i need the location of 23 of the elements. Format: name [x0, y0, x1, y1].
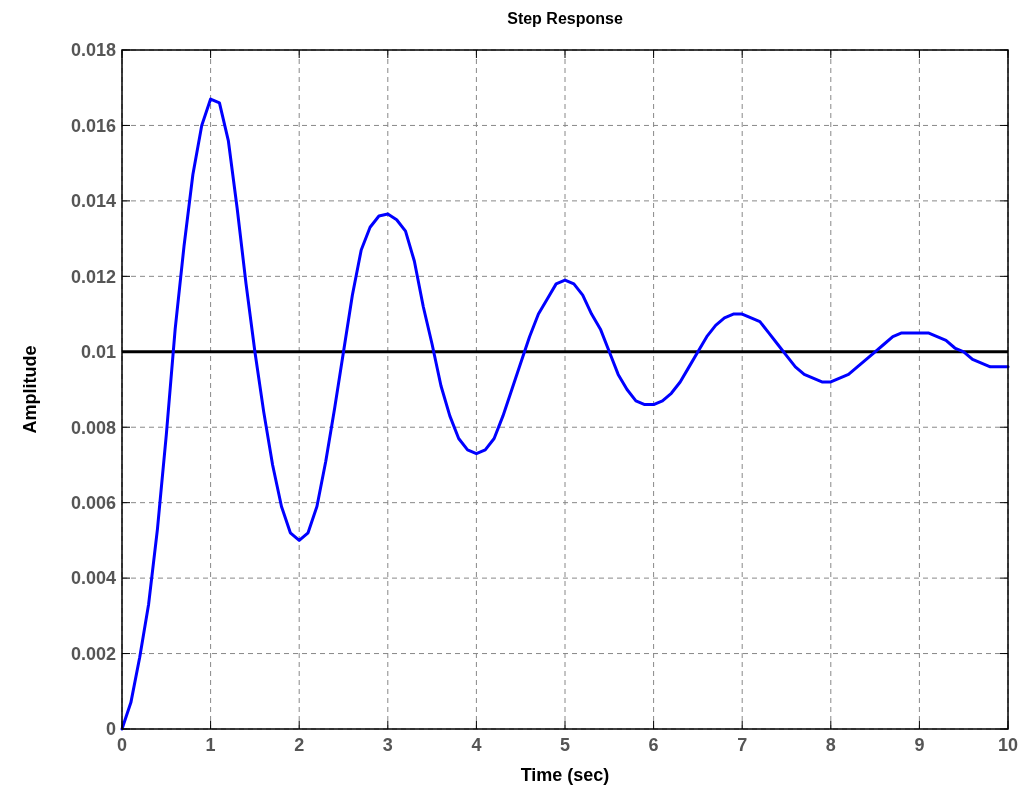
y-tick-label: 0.006: [70, 492, 116, 513]
x-tick-label: 8: [825, 735, 836, 755]
y-tick-label: 0.01: [80, 342, 116, 363]
y-tick-label: 0.018: [70, 40, 116, 61]
x-tick-label: 10: [997, 735, 1019, 755]
chart-title: Step Response: [507, 10, 623, 27]
x-tick-label: 1: [205, 735, 216, 755]
x-tick-label: 7: [737, 735, 748, 755]
y-tick-label: 0.014: [70, 191, 116, 212]
x-tick-label: 3: [382, 735, 393, 755]
x-tick-label: 5: [559, 735, 571, 755]
y-tick-label: 0: [105, 719, 116, 740]
y-tick-label: 0.016: [70, 115, 116, 136]
x-tick-label: 4: [471, 735, 482, 755]
x-tick-label: 2: [294, 735, 305, 755]
y-tick-label: 0.002: [70, 643, 116, 664]
x-axis-title: Time (sec): [520, 765, 610, 785]
x-tick-label: 9: [914, 735, 925, 755]
y-axis-title: Amplitude: [20, 345, 40, 434]
y-tick-label: 0.008: [70, 417, 116, 438]
y-tick-label: 0.012: [70, 266, 116, 287]
y-tick-label: 0.004: [70, 568, 116, 589]
x-tick-label: 6: [648, 735, 659, 755]
